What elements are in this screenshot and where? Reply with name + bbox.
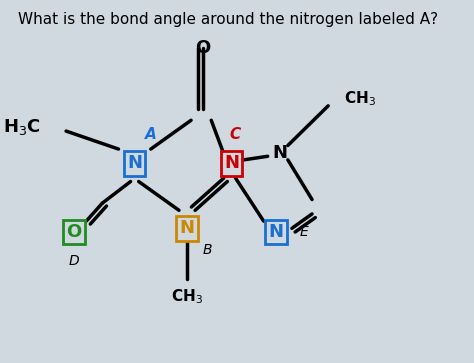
Text: N: N	[268, 223, 283, 241]
Text: N: N	[127, 155, 142, 172]
Text: H$_3$C: H$_3$C	[3, 118, 41, 138]
Text: O: O	[196, 39, 211, 57]
Text: A: A	[145, 127, 156, 142]
Text: O: O	[66, 223, 82, 241]
Text: What is the bond angle around the nitrogen labeled A?: What is the bond angle around the nitrog…	[18, 12, 438, 27]
Text: CH$_3$: CH$_3$	[344, 89, 376, 108]
Text: E: E	[300, 225, 309, 239]
Text: C: C	[230, 127, 241, 142]
Text: N: N	[180, 219, 194, 237]
Text: CH$_3$: CH$_3$	[171, 287, 203, 306]
Text: B: B	[202, 243, 212, 257]
Text: N: N	[224, 155, 239, 172]
Text: D: D	[69, 254, 80, 268]
Text: N: N	[272, 144, 287, 162]
